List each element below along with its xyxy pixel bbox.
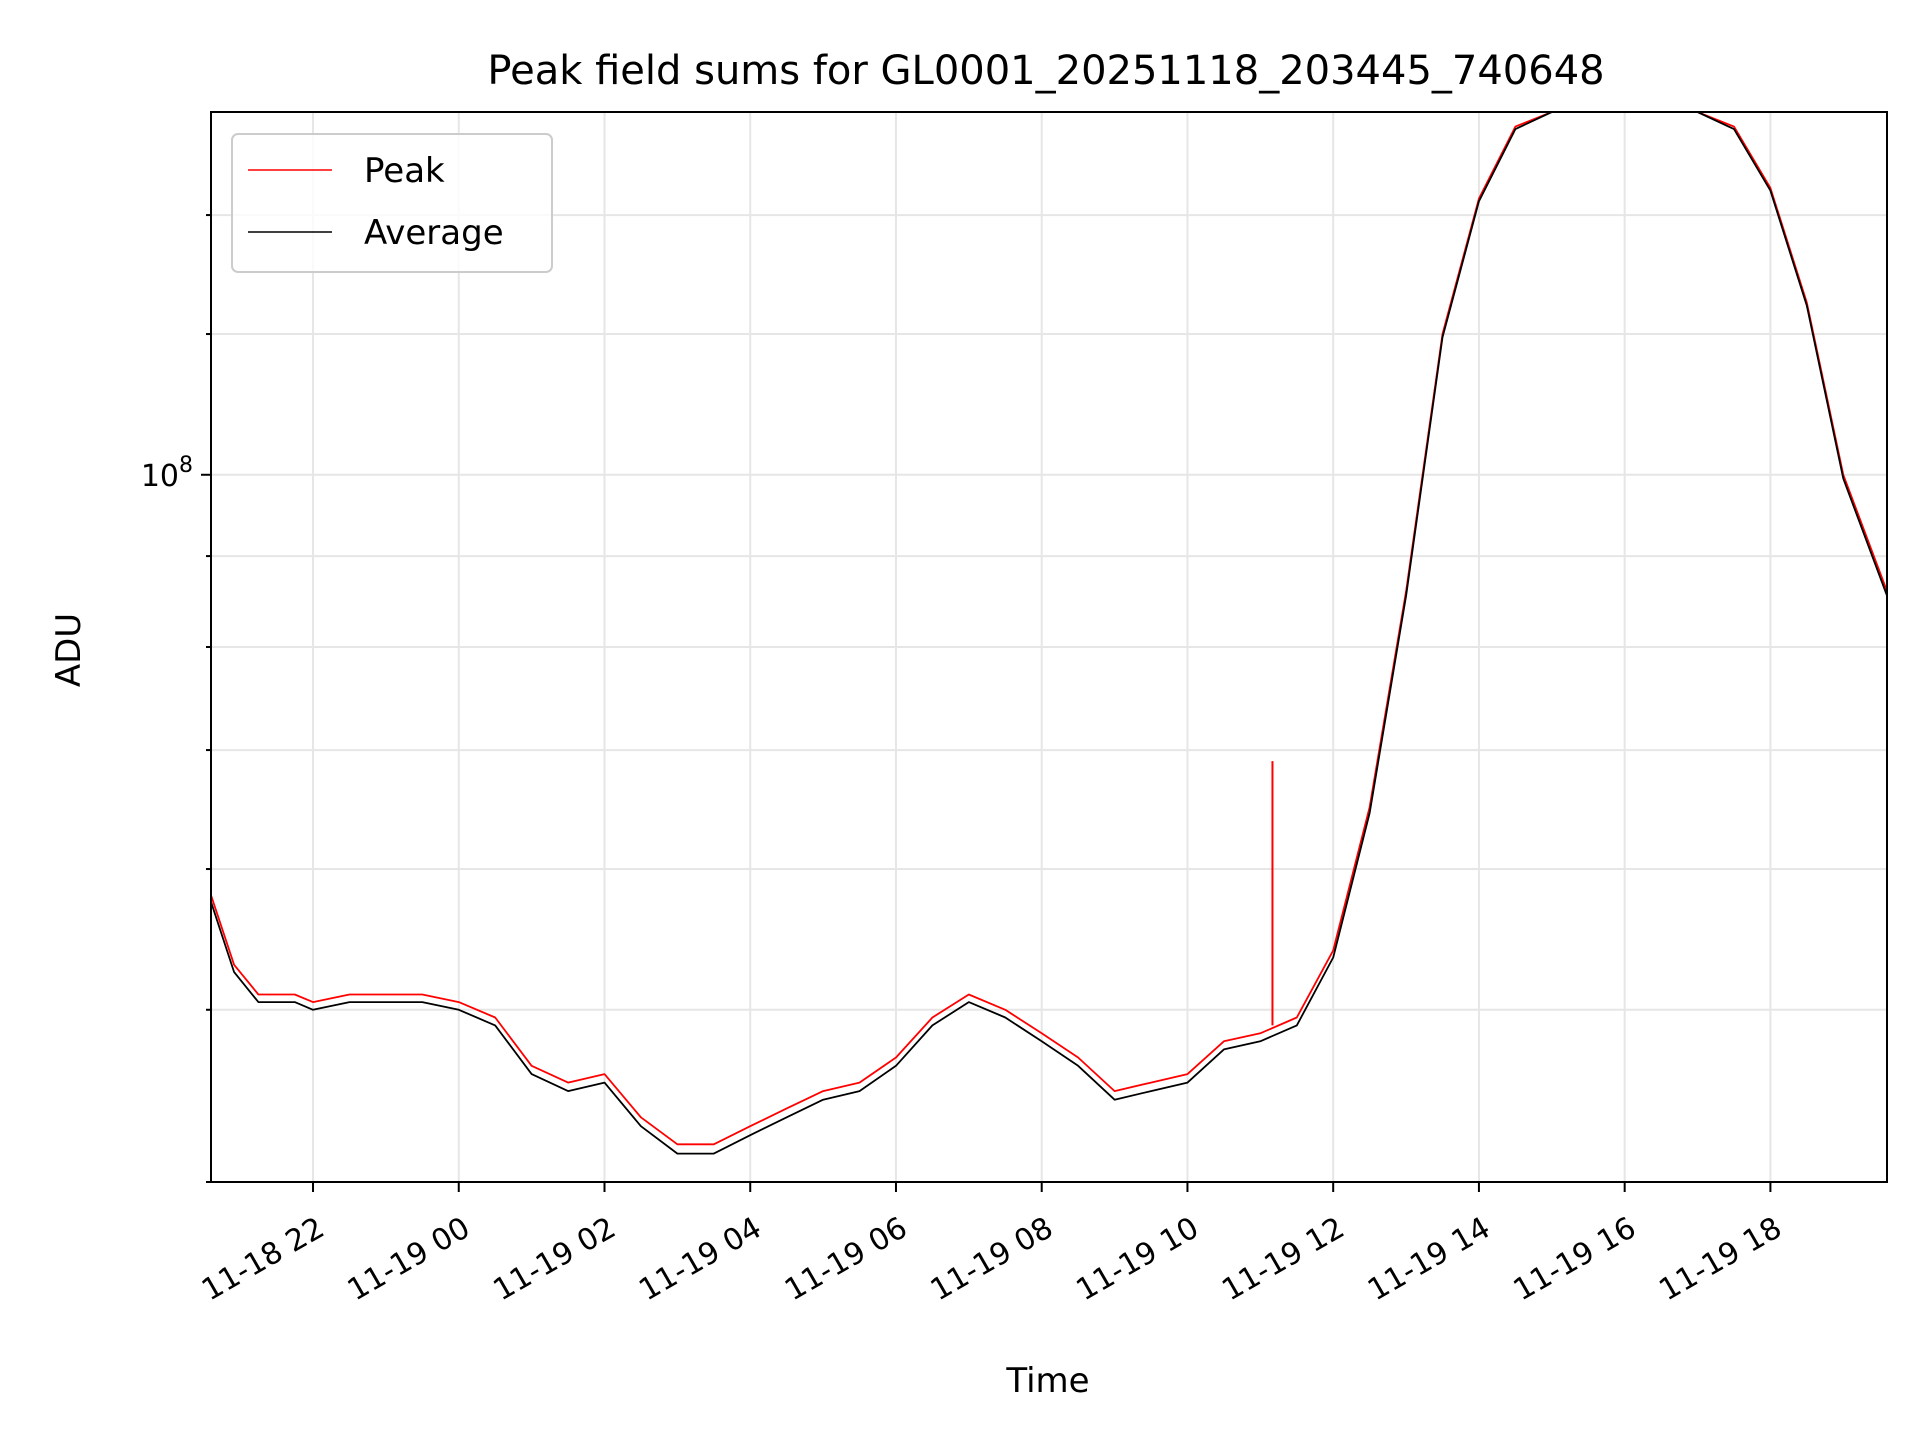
y-tick-label: 108 [141, 453, 193, 494]
legend-box [231, 133, 553, 273]
series-line-average [211, 112, 1887, 1155]
legend-label-peak: Peak [364, 151, 445, 191]
series-layer [211, 112, 1887, 1155]
grid [211, 112, 1887, 1183]
y-axis: 108 [141, 214, 211, 1183]
legend: Peak Average [231, 133, 553, 273]
y-axis-label: ADU [49, 613, 89, 687]
legend-label-average: Average [364, 213, 504, 253]
series-line-peak [211, 112, 1887, 1146]
chart-title: Peak field sums for GL0001_20251118_2034… [487, 48, 1604, 94]
x-axis-label: Time [1005, 1361, 1089, 1401]
